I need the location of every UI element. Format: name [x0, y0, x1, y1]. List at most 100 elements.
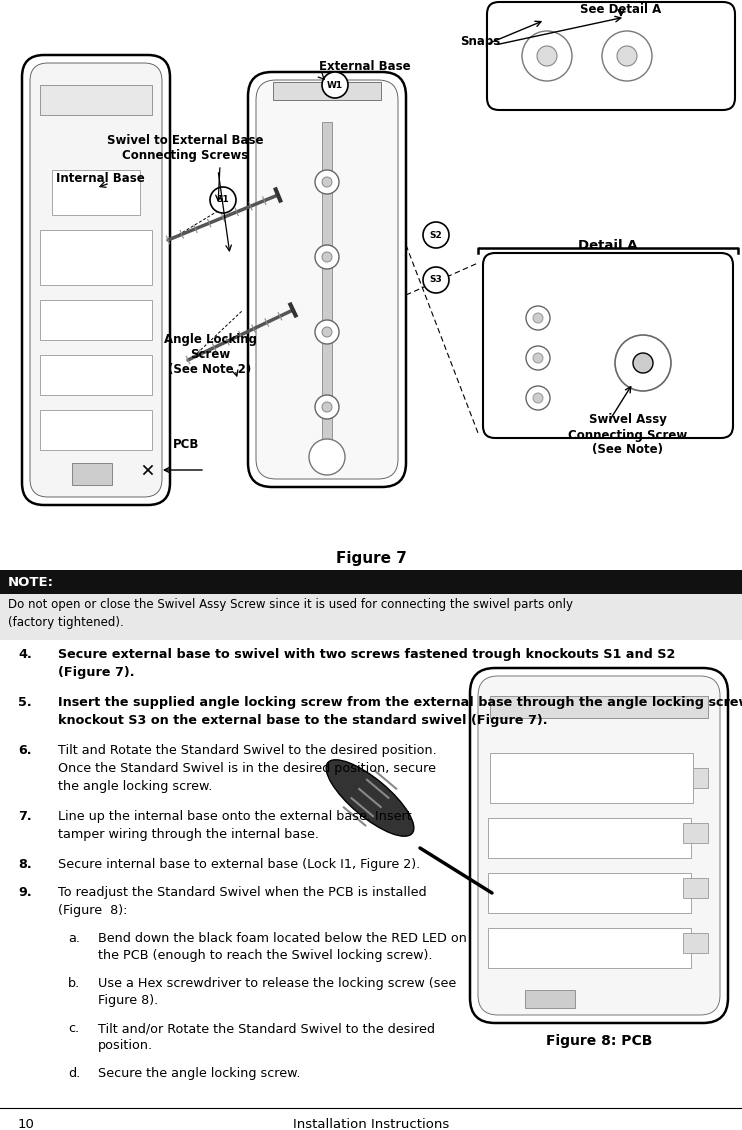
Circle shape: [322, 177, 332, 186]
Text: W1: W1: [327, 80, 343, 89]
FancyBboxPatch shape: [487, 2, 735, 110]
Bar: [40, 299, 152, 340]
Circle shape: [602, 31, 652, 81]
Text: Secure internal base to external base (Lock I1, Figure 2).: Secure internal base to external base (L…: [58, 858, 420, 871]
Text: Figure 8: PCB: Figure 8: PCB: [546, 1034, 652, 1048]
Ellipse shape: [326, 759, 414, 836]
Circle shape: [526, 306, 550, 330]
Circle shape: [322, 252, 332, 262]
Text: (Figure  8):: (Figure 8):: [58, 904, 128, 918]
Text: Installation Instructions: Installation Instructions: [293, 1118, 449, 1130]
Circle shape: [615, 334, 671, 391]
Bar: [525, 990, 575, 1008]
Circle shape: [423, 267, 449, 293]
Circle shape: [537, 46, 557, 66]
Text: S3: S3: [430, 276, 442, 285]
FancyBboxPatch shape: [256, 80, 398, 479]
Text: Insert the supplied angle locking screw from the external base through the angle: Insert the supplied angle locking screw …: [58, 696, 742, 709]
Text: NOTE:: NOTE:: [8, 575, 54, 589]
Bar: [683, 823, 708, 843]
Circle shape: [617, 46, 637, 66]
Bar: [40, 85, 152, 115]
Text: Line up the internal base onto the external base. Insert: Line up the internal base onto the exter…: [58, 810, 412, 823]
Circle shape: [315, 170, 339, 194]
FancyBboxPatch shape: [483, 253, 733, 438]
Text: Snaps: Snaps: [460, 35, 500, 49]
Circle shape: [322, 327, 332, 337]
Text: 6.: 6.: [18, 744, 31, 757]
Bar: [40, 231, 152, 285]
FancyBboxPatch shape: [248, 72, 406, 487]
Circle shape: [533, 393, 543, 403]
Text: To readjust the Standard Swivel when the PCB is installed: To readjust the Standard Swivel when the…: [58, 886, 427, 899]
Circle shape: [533, 313, 543, 323]
Text: b.: b.: [68, 977, 80, 990]
Text: PCB: PCB: [173, 438, 200, 452]
Text: Use a Hex screwdriver to release the locking screw (see: Use a Hex screwdriver to release the loc…: [98, 977, 456, 990]
Text: 7.: 7.: [18, 810, 32, 823]
Bar: [0, 594, 742, 640]
Text: 9.: 9.: [18, 886, 32, 899]
Bar: [683, 878, 708, 898]
Text: a.: a.: [68, 932, 80, 945]
Text: Tilt and/or Rotate the Standard Swivel to the desired: Tilt and/or Rotate the Standard Swivel t…: [98, 1022, 435, 1035]
Bar: [273, 82, 381, 99]
Circle shape: [322, 72, 348, 98]
Text: Figure 8).: Figure 8).: [98, 994, 158, 1007]
Text: Secure the angle locking screw.: Secure the angle locking screw.: [98, 1067, 301, 1080]
Circle shape: [315, 245, 339, 269]
Text: S1: S1: [217, 195, 229, 205]
Text: the PCB (enough to reach the Swivel locking screw).: the PCB (enough to reach the Swivel lock…: [98, 949, 433, 962]
Bar: [40, 410, 152, 450]
Circle shape: [526, 386, 550, 410]
Text: Figure 7: Figure 7: [335, 550, 407, 565]
Bar: [0, 570, 742, 594]
Text: 10: 10: [18, 1118, 35, 1130]
Text: 8.: 8.: [18, 858, 32, 871]
FancyBboxPatch shape: [470, 668, 728, 1023]
Circle shape: [423, 221, 449, 247]
Circle shape: [315, 396, 339, 419]
Bar: [488, 928, 691, 968]
Text: 5.: 5.: [18, 696, 32, 709]
Circle shape: [533, 353, 543, 363]
Text: External Base: External Base: [319, 60, 411, 73]
Circle shape: [315, 320, 339, 344]
FancyBboxPatch shape: [478, 676, 720, 1015]
Text: Do not open or close the Swivel Assy Screw since it is used for connecting the s: Do not open or close the Swivel Assy Scr…: [8, 598, 573, 629]
Bar: [322, 122, 332, 447]
Bar: [490, 696, 708, 718]
Bar: [52, 170, 140, 215]
Circle shape: [522, 31, 572, 81]
Text: Once the Standard Swivel is in the desired position, secure: Once the Standard Swivel is in the desir…: [58, 762, 436, 775]
FancyBboxPatch shape: [30, 63, 162, 497]
FancyBboxPatch shape: [22, 55, 170, 505]
Text: 4.: 4.: [18, 647, 32, 661]
Bar: [683, 933, 708, 953]
Text: Secure external base to swivel with two screws fastened trough knockouts S1 and : Secure external base to swivel with two …: [58, 647, 675, 661]
Text: See Detail A: See Detail A: [580, 3, 662, 16]
Circle shape: [526, 346, 550, 370]
Text: Tilt and Rotate the Standard Swivel to the desired position.: Tilt and Rotate the Standard Swivel to t…: [58, 744, 437, 757]
Text: d.: d.: [68, 1067, 80, 1080]
Text: Swivel Assy
Connecting Screw
(See Note): Swivel Assy Connecting Screw (See Note): [568, 414, 688, 457]
Bar: [488, 818, 691, 858]
Text: Angle Locking
Screw
(See Note 2): Angle Locking Screw (See Note 2): [163, 333, 257, 376]
Bar: [72, 463, 112, 485]
Text: c.: c.: [68, 1022, 79, 1035]
Text: Swivel to External Base
Connecting Screws: Swivel to External Base Connecting Screw…: [107, 134, 263, 162]
Text: Internal Base: Internal Base: [56, 172, 145, 184]
Text: S2: S2: [430, 231, 442, 240]
Bar: [683, 768, 708, 788]
Bar: [488, 873, 691, 913]
Text: (Figure 7).: (Figure 7).: [58, 666, 134, 679]
Text: tamper wiring through the internal base.: tamper wiring through the internal base.: [58, 828, 319, 841]
Text: knockout S3 on the external base to the standard swivel (Figure 7).: knockout S3 on the external base to the …: [58, 714, 548, 727]
Bar: [40, 355, 152, 395]
Text: position.: position.: [98, 1038, 153, 1052]
Text: Detail A: Detail A: [578, 240, 638, 252]
Bar: [490, 753, 693, 803]
Text: Bend down the black foam located below the RED LED on: Bend down the black foam located below t…: [98, 932, 467, 945]
Circle shape: [309, 438, 345, 475]
Circle shape: [633, 353, 653, 373]
